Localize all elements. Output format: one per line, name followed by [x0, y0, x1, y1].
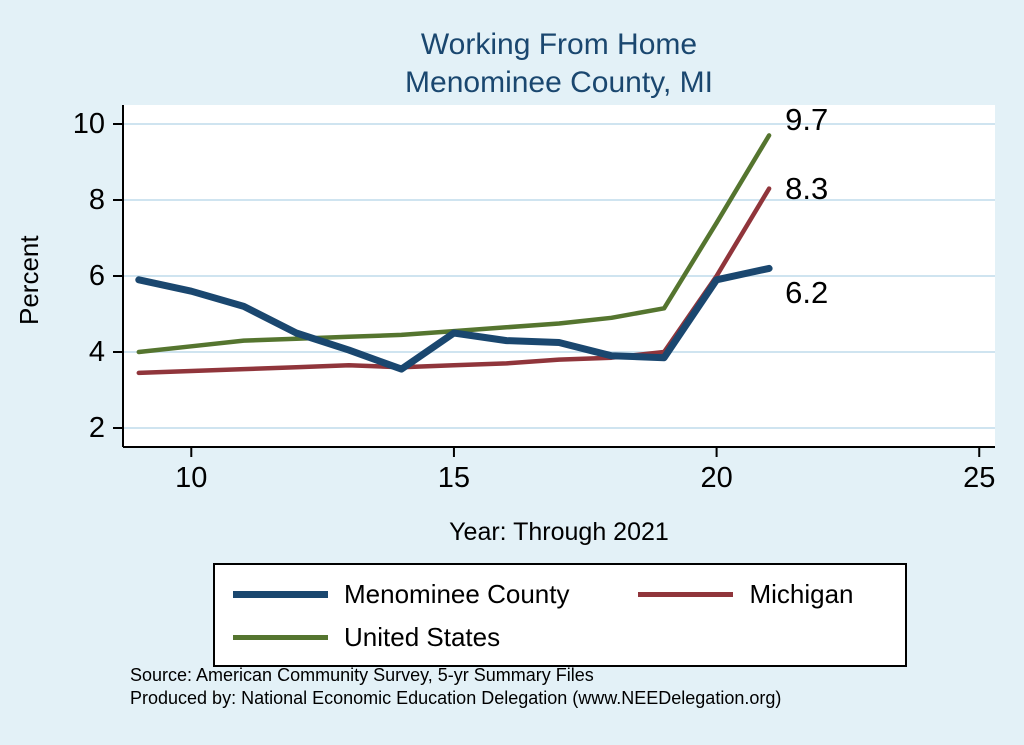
- x-axis-label: Year: Through 2021: [449, 518, 669, 546]
- legend-label: United States: [344, 622, 501, 652]
- line-menominee-county: [135, 264, 773, 373]
- y-tick-label: 2: [89, 412, 105, 444]
- legend: Menominee County Michigan United States: [213, 563, 907, 667]
- source-note: Source: American Community Survey, 5-yr …: [130, 665, 594, 685]
- end-label-united-states: 9.7: [785, 102, 828, 137]
- legend-swatch: [233, 591, 328, 598]
- end-label-menominee-county: 6.2: [785, 275, 828, 310]
- y-tick-label: 4: [89, 336, 105, 368]
- x-tick-label: 10: [175, 462, 207, 494]
- notes: Source: American Community Survey, 5-yr …: [130, 664, 990, 710]
- x-tick-label: 20: [700, 462, 732, 494]
- chart-title: Working From Home Menominee County, MI: [123, 26, 995, 102]
- legend-swatch: [638, 592, 734, 597]
- legend-item-menominee-county: Menominee County: [233, 579, 638, 610]
- legend-swatch: [233, 635, 328, 640]
- legend-item-michigan: Michigan: [638, 579, 887, 610]
- legend-label: Menominee County: [344, 579, 570, 609]
- y-tick-label: 10: [73, 108, 105, 140]
- legend-item-united-states: United States: [233, 622, 638, 653]
- chart-title-line1: Working From Home: [420, 28, 698, 61]
- plot-area: 2 4 6 8 10 10 15 20 25 6.2 8.3 9.7: [73, 102, 996, 494]
- end-label-michigan: 8.3: [785, 171, 828, 206]
- x-tick-label: 25: [963, 462, 995, 494]
- chart-title-line2: Menominee County, MI: [405, 66, 713, 99]
- legend-label: Michigan: [749, 579, 854, 609]
- x-tick-label: 15: [438, 462, 470, 494]
- y-tick-label: 8: [89, 184, 105, 216]
- produced-by-note: Produced by: National Economic Education…: [130, 688, 782, 708]
- y-tick-label: 6: [89, 260, 105, 292]
